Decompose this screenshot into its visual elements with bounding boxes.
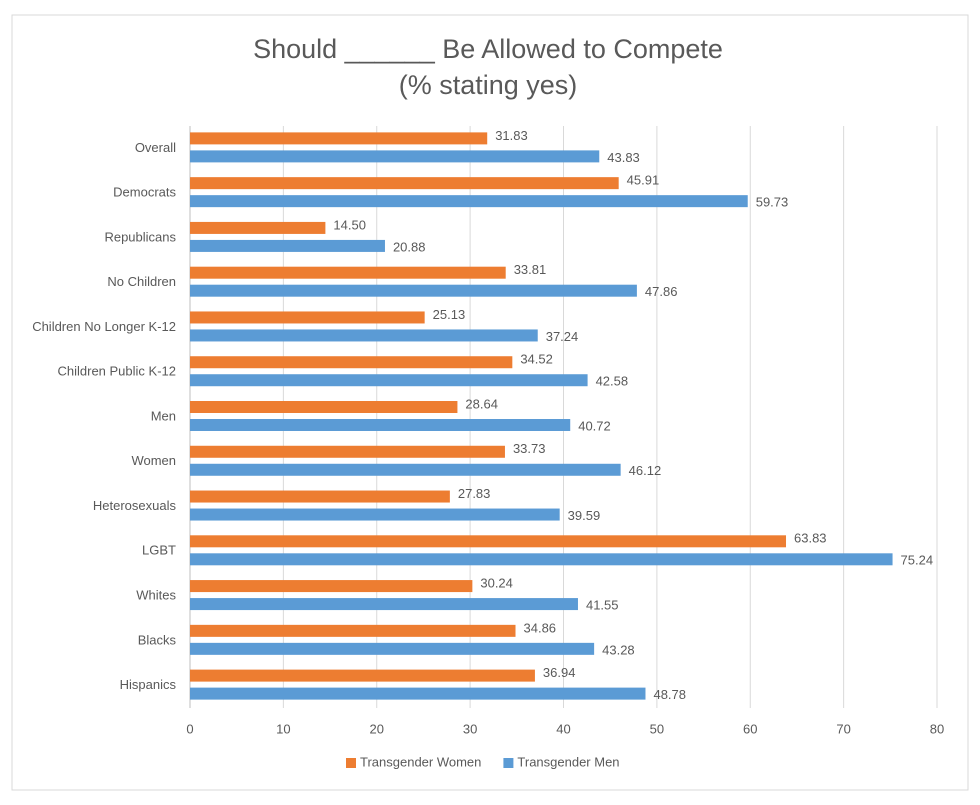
data-label: 36.94	[543, 665, 576, 680]
y-tick-label: Children No Longer K-12	[32, 319, 176, 334]
y-tick-label: Democrats	[113, 185, 176, 200]
bar	[190, 624, 516, 637]
data-label: 39.59	[568, 508, 601, 523]
chart-title: Should ______ Be Allowed to Compete	[253, 34, 723, 64]
y-tick-label: LGBT	[142, 543, 176, 558]
bar	[190, 580, 473, 593]
data-label: 42.58	[596, 374, 629, 389]
bar	[190, 642, 595, 655]
data-label: 30.24	[480, 576, 513, 591]
data-label: 40.72	[578, 418, 611, 433]
bar	[190, 239, 385, 252]
data-label: 43.28	[602, 642, 635, 657]
legend-label: Transgender Women	[360, 754, 481, 769]
y-tick-label: Whites	[136, 588, 176, 603]
data-label: 46.12	[629, 463, 662, 478]
bar	[190, 311, 425, 324]
bar	[190, 221, 326, 234]
bar	[190, 419, 571, 431]
bar	[190, 150, 600, 163]
data-label: 45.91	[627, 173, 660, 188]
data-label: 41.55	[586, 598, 619, 613]
bar	[190, 669, 535, 682]
data-label: 28.64	[465, 396, 498, 411]
y-tick-label: Hispanics	[120, 677, 177, 692]
data-label: 34.52	[520, 352, 553, 367]
data-label: 20.88	[393, 239, 426, 254]
x-tick-label: 20	[370, 721, 384, 736]
chart-border	[11, 14, 969, 791]
data-label: 34.86	[524, 620, 557, 635]
x-tick-label: 80	[930, 721, 944, 736]
data-label: 31.83	[495, 128, 528, 143]
data-label: 14.50	[333, 217, 366, 232]
bar	[190, 132, 488, 145]
x-tick-label: 40	[556, 721, 570, 736]
data-label: 27.83	[458, 486, 491, 501]
bar	[190, 535, 787, 548]
legend-swatch	[346, 758, 356, 768]
data-label: 43.83	[607, 150, 640, 165]
data-label: 48.78	[653, 687, 686, 702]
bar	[190, 598, 578, 611]
bar	[190, 195, 748, 208]
bar	[190, 177, 619, 190]
bar	[190, 401, 458, 413]
bar	[190, 329, 538, 342]
bar	[190, 508, 560, 521]
data-label: 25.13	[433, 307, 466, 322]
data-label: 75.24	[901, 553, 934, 568]
data-label: 47.86	[645, 284, 678, 299]
bar	[190, 284, 637, 297]
y-tick-label: Blacks	[138, 632, 177, 647]
chart-subtitle: (% stating yes)	[399, 70, 578, 100]
data-label: 33.73	[513, 441, 546, 456]
data-label: 63.83	[794, 531, 827, 546]
bar	[190, 687, 646, 700]
y-tick-label: Children Public K-12	[57, 364, 176, 379]
x-tick-label: 60	[743, 721, 757, 736]
x-tick-label: 50	[650, 721, 664, 736]
x-tick-label: 10	[276, 721, 290, 736]
y-tick-label: Overall	[135, 140, 176, 155]
y-tick-label: Heterosexuals	[93, 498, 177, 513]
bar	[190, 266, 506, 279]
bar	[190, 553, 893, 566]
data-label: 33.81	[514, 262, 547, 277]
y-tick-label: Women	[131, 453, 176, 468]
y-tick-label: No Children	[107, 274, 176, 289]
y-tick-label: Republicans	[104, 229, 176, 244]
bars	[190, 132, 893, 700]
legend-swatch	[503, 758, 514, 768]
y-tick-label: Men	[151, 408, 176, 423]
data-label: 59.73	[756, 195, 789, 210]
x-tick-label: 30	[463, 721, 477, 736]
data-label: 37.24	[546, 329, 579, 344]
bar	[190, 490, 450, 503]
bar	[190, 463, 621, 476]
x-tick-label: 0	[186, 721, 193, 736]
bar	[190, 374, 588, 387]
bar	[190, 445, 505, 458]
legend-label: Transgender Men	[517, 754, 619, 769]
x-tick-label: 70	[836, 721, 850, 736]
bar	[190, 356, 513, 369]
